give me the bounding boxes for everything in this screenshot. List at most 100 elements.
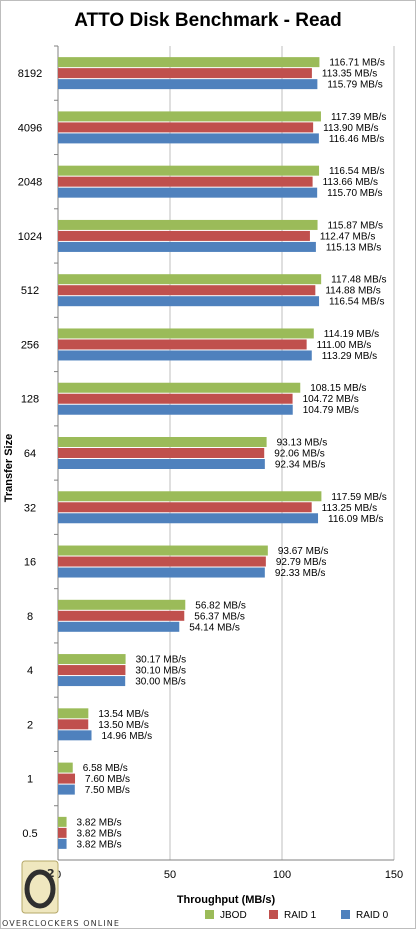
bar [58, 665, 126, 676]
x-tick-label: 50 [164, 869, 176, 881]
bar [58, 459, 265, 469]
bar [58, 68, 312, 79]
data-label: 3.82 MB/s [77, 828, 122, 839]
x-axis-label: Throughput (MB/s) [176, 894, 276, 906]
data-label: 54.14 MB/s [189, 622, 240, 633]
legend-label: JBOD [220, 910, 247, 921]
bar [58, 567, 265, 578]
data-label: 93.13 MB/s [277, 438, 328, 449]
data-label: 93.67 MB/s [278, 546, 329, 557]
bar [58, 57, 320, 68]
data-label: 92.34 MB/s [275, 460, 326, 471]
bar [58, 230, 310, 241]
bar [58, 79, 318, 90]
bar [58, 448, 265, 458]
data-label: 117.39 MB/s [331, 112, 386, 123]
bar [58, 762, 73, 773]
data-label: 113.25 MB/s [322, 503, 377, 514]
bar [58, 513, 319, 524]
bar [58, 556, 266, 567]
bar [58, 285, 316, 296]
bar [58, 827, 67, 838]
bar [58, 545, 268, 556]
y-tick-label: 32 [24, 502, 36, 514]
legend-label: RAID 0 [356, 910, 389, 921]
data-label: 111.00 MB/s [317, 340, 372, 351]
y-tick-label: 4096 [18, 122, 42, 134]
legend-swatch [205, 910, 214, 919]
bar [58, 382, 301, 393]
data-label: 116.09 MB/s [328, 514, 383, 525]
data-label: 113.29 MB/s [322, 351, 377, 362]
bar [58, 393, 293, 404]
bar [58, 404, 293, 415]
bar [58, 350, 312, 361]
legend-label: RAID 1 [284, 910, 317, 921]
legend-item: RAID 1 [269, 910, 316, 921]
bar [58, 730, 92, 741]
y-tick-label: 128 [21, 394, 39, 406]
bar [58, 719, 89, 730]
data-label: 13.50 MB/s [98, 720, 149, 731]
legend-swatch [269, 910, 278, 919]
bar [58, 676, 126, 687]
bar [58, 328, 314, 339]
bar [58, 491, 322, 502]
data-label: 3.82 MB/s [77, 817, 122, 828]
y-tick-label: 8192 [18, 68, 42, 80]
bar [58, 838, 67, 849]
legend-item: JBOD [205, 910, 247, 921]
data-label: 30.17 MB/s [136, 655, 187, 666]
bar [58, 133, 319, 144]
bar [58, 274, 322, 285]
data-label: 7.50 MB/s [85, 785, 130, 796]
data-label: 104.79 MB/s [303, 405, 359, 416]
bar [58, 165, 320, 176]
data-label: 7.60 MB/s [85, 774, 130, 785]
x-tick-label: 150 [385, 869, 403, 881]
data-label: 108.15 MB/s [310, 383, 366, 394]
data-label: 115.79 MB/s [327, 80, 382, 91]
watermark-text: OVERCLOCKERS ONLINE [2, 919, 121, 928]
data-label: 92.33 MB/s [275, 568, 326, 579]
y-tick-label: 256 [21, 339, 39, 351]
bar [58, 187, 318, 198]
legend-swatch [341, 910, 350, 919]
y-tick-label: 16 [24, 557, 36, 569]
legend-item: RAID 0 [341, 910, 388, 921]
data-label: 30.00 MB/s [135, 677, 186, 688]
chart-title: ATTO Disk Benchmark - Read [74, 10, 342, 31]
data-label: 116.71 MB/s [329, 58, 384, 69]
bar [58, 339, 307, 350]
data-label: 56.82 MB/s [195, 600, 246, 611]
bar [58, 773, 76, 784]
data-label: 114.88 MB/s [325, 286, 380, 297]
y-tick-label: 512 [21, 285, 39, 297]
bar [58, 816, 67, 827]
bar [58, 599, 186, 610]
bar [58, 784, 75, 795]
data-label: 117.48 MB/s [331, 275, 386, 286]
y-tick-label: 2048 [18, 177, 42, 189]
data-label: 115.70 MB/s [327, 188, 382, 199]
data-label: 14.96 MB/s [102, 731, 153, 742]
bar [58, 502, 312, 513]
oc-logo-icon: 2 [21, 860, 59, 914]
bar [58, 437, 267, 447]
bar [58, 111, 321, 122]
bar [58, 708, 89, 719]
bar [58, 296, 320, 307]
bar [58, 654, 126, 665]
svg-text:2: 2 [47, 867, 55, 880]
bar [58, 122, 314, 133]
bar [58, 219, 318, 230]
data-label: 3.82 MB/s [77, 839, 122, 850]
data-label: 30.10 MB/s [135, 666, 186, 677]
data-label: 92.79 MB/s [276, 557, 327, 568]
data-label: 116.54 MB/s [329, 297, 384, 308]
bar [58, 176, 313, 187]
data-label: 6.58 MB/s [83, 763, 128, 774]
bar [58, 241, 316, 252]
data-label: 56.37 MB/s [194, 611, 245, 622]
